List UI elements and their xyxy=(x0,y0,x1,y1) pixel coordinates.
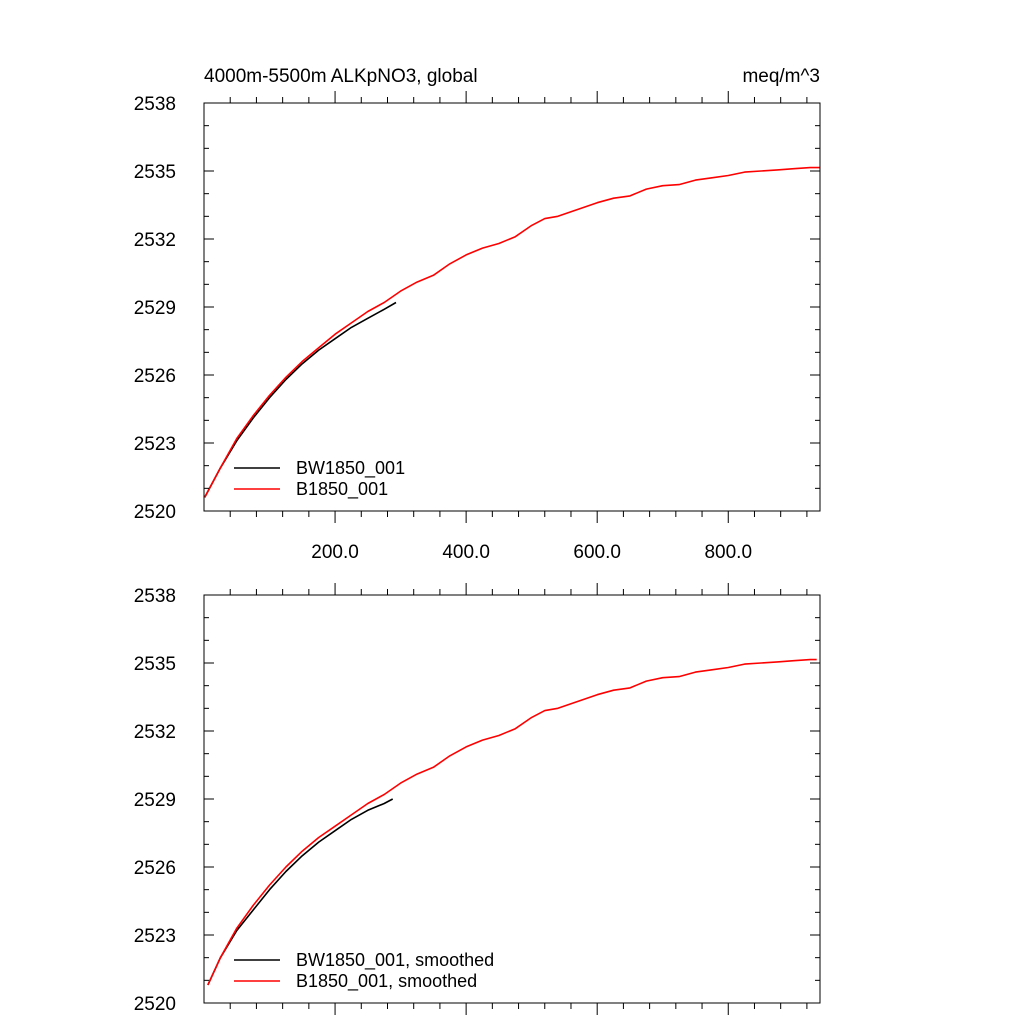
bottom-plot-frame xyxy=(203,594,821,1004)
y-tick-label: 2520 xyxy=(134,994,176,1015)
chart-title: 4000m-5500m ALKpNO3, global xyxy=(204,66,478,87)
series-line-bw1850 xyxy=(203,301,397,498)
y-tick-label: 2529 xyxy=(134,298,176,319)
legend-label: B1850_001, smoothed xyxy=(296,971,477,992)
y-tick-label: 2520 xyxy=(134,502,176,523)
top-panel-ticks: 2520 2523 2526 2529 2532 2535 2538 200.0 400.0 60… xyxy=(134,91,820,563)
y-tick-label: 2523 xyxy=(134,434,176,455)
series-line-b1850 xyxy=(203,166,820,498)
x-tick-label: 200.0 xyxy=(311,542,359,563)
legend-label: BW1850_001 xyxy=(296,458,405,479)
bottom-panel-ticks: 2520 2523 2526 2529 2532 2535 2538 xyxy=(134,583,820,1015)
y-tick-label: 2526 xyxy=(134,366,176,387)
y-tick-label: 2523 xyxy=(134,926,176,947)
y-tick-label: 2535 xyxy=(134,162,176,183)
x-tick-label: 400.0 xyxy=(442,542,490,563)
series-line-b1850 xyxy=(207,658,817,986)
legend-label: B1850_001 xyxy=(296,479,388,500)
y-tick-label: 2529 xyxy=(134,790,176,811)
y-tick-label: 2526 xyxy=(134,858,176,879)
top-panel-series xyxy=(203,166,820,498)
series-line-bw1850 xyxy=(207,798,394,986)
top-panel: 4000m-5500m ALKpNO3, global meq/m^3 2520… xyxy=(134,66,821,563)
y-tick-label: 2538 xyxy=(134,586,176,607)
chart-units: meq/m^3 xyxy=(742,66,820,87)
y-tick-label: 2532 xyxy=(134,722,176,743)
x-tick-label: 600.0 xyxy=(573,542,621,563)
legend-label: BW1850_001, smoothed xyxy=(296,950,494,971)
x-tick-label: 800.0 xyxy=(704,542,752,563)
y-tick-label: 2532 xyxy=(134,230,176,251)
bottom-panel-series xyxy=(207,658,817,986)
y-tick-label: 2535 xyxy=(134,654,176,675)
y-tick-label: 2538 xyxy=(134,94,176,115)
bottom-panel: 2520 2523 2526 2529 2532 2535 2538 BW1850_001,… xyxy=(134,583,821,1015)
top-plot-frame xyxy=(203,102,821,512)
